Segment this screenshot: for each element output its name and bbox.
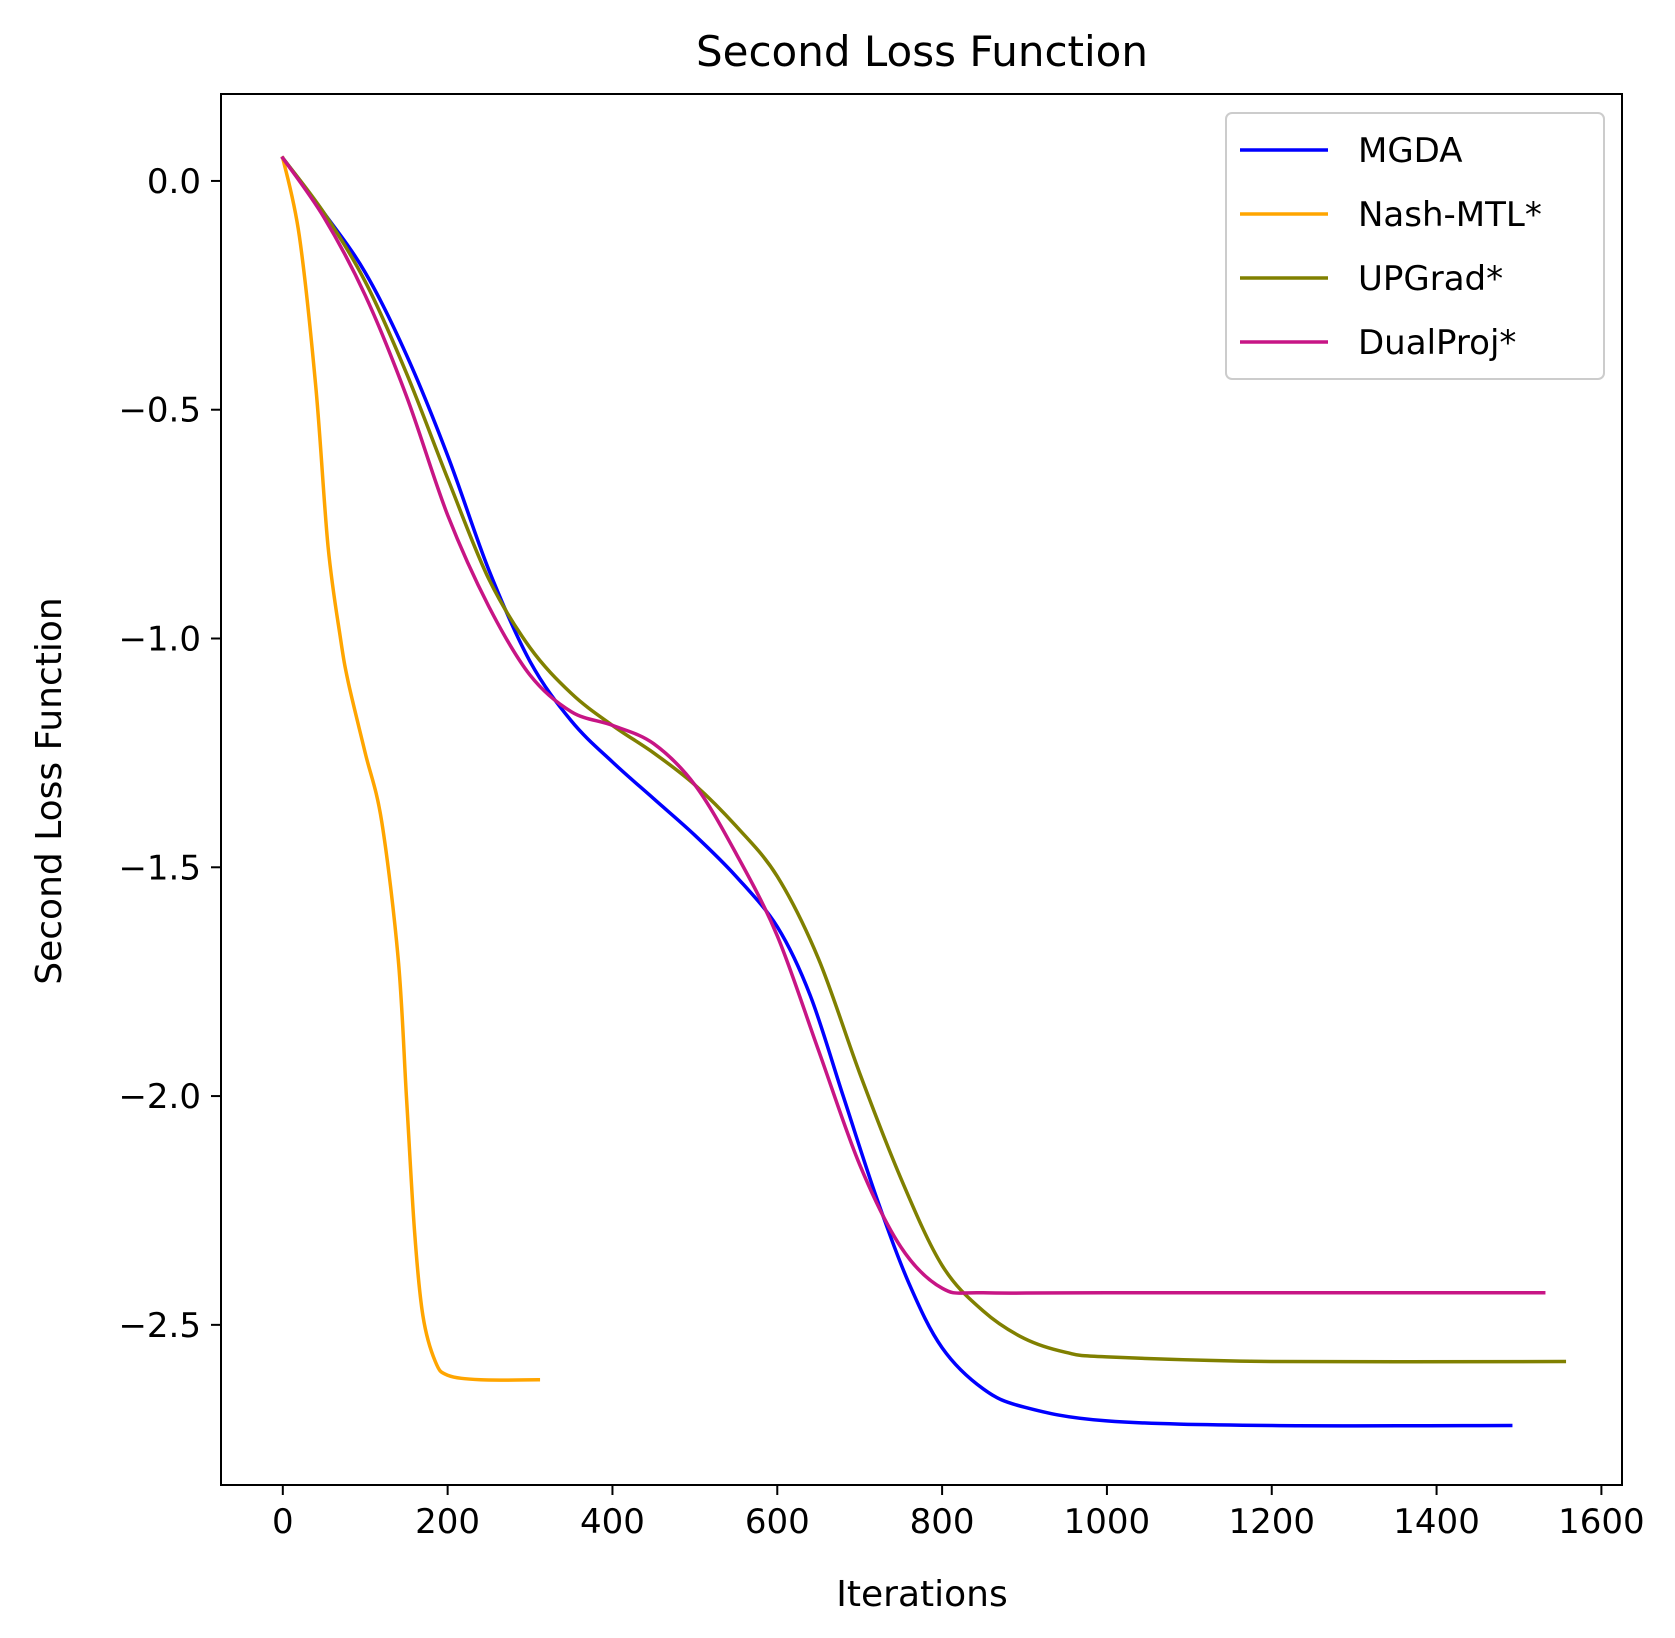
- y-axis-ticks: 0.0 −0.5 −1.0 −1.5 −2.0 −2.5: [118, 162, 221, 1346]
- x-tick-label: 800: [910, 1502, 975, 1542]
- y-tick-label: −2.5: [118, 1306, 201, 1346]
- x-tick-label: 200: [415, 1502, 480, 1542]
- legend-box: [1225, 112, 1605, 380]
- series-line-upgrad: [280, 155, 1567, 1364]
- chart-title: Second Loss Function: [696, 27, 1148, 76]
- x-tick-label: 1600: [1558, 1502, 1645, 1542]
- x-tick-label: 1400: [1393, 1502, 1480, 1542]
- x-tick-label: 400: [580, 1502, 645, 1542]
- y-tick-label: −1.5: [118, 848, 201, 888]
- series-line-nash-mtl: [280, 156, 541, 1382]
- plot-frame: [220, 93, 1623, 1486]
- legend: MGDA Nash-MTL* UPGrad* DualProj*: [1225, 112, 1605, 380]
- series-layer: [280, 155, 1567, 1428]
- y-tick-label: −0.5: [118, 391, 201, 431]
- series-line-dualproj: [280, 155, 1546, 1295]
- legend-label-dualproj: DualProj*: [1358, 323, 1516, 363]
- x-tick-label: 600: [745, 1502, 810, 1542]
- x-axis-ticks: 0 200 400 600 800 1000 1200 1400 1600: [272, 1485, 1645, 1542]
- legend-label-mgda: MGDA: [1358, 131, 1463, 171]
- y-tick-label: −1.0: [118, 620, 201, 660]
- y-tick-label: 0.0: [147, 162, 201, 202]
- legend-label-nash-mtl: Nash-MTL*: [1358, 195, 1542, 235]
- legend-label-upgrad: UPGrad*: [1358, 259, 1503, 299]
- x-tick-label: 1000: [1064, 1502, 1151, 1542]
- y-axis-label: Second Loss Function: [29, 597, 70, 984]
- x-tick-label: 0: [272, 1502, 294, 1542]
- x-tick-label: 1200: [1228, 1502, 1315, 1542]
- series-line-mgda: [280, 155, 1513, 1428]
- x-axis-label: Iterations: [836, 1574, 1007, 1615]
- y-tick-label: −2.0: [118, 1077, 201, 1117]
